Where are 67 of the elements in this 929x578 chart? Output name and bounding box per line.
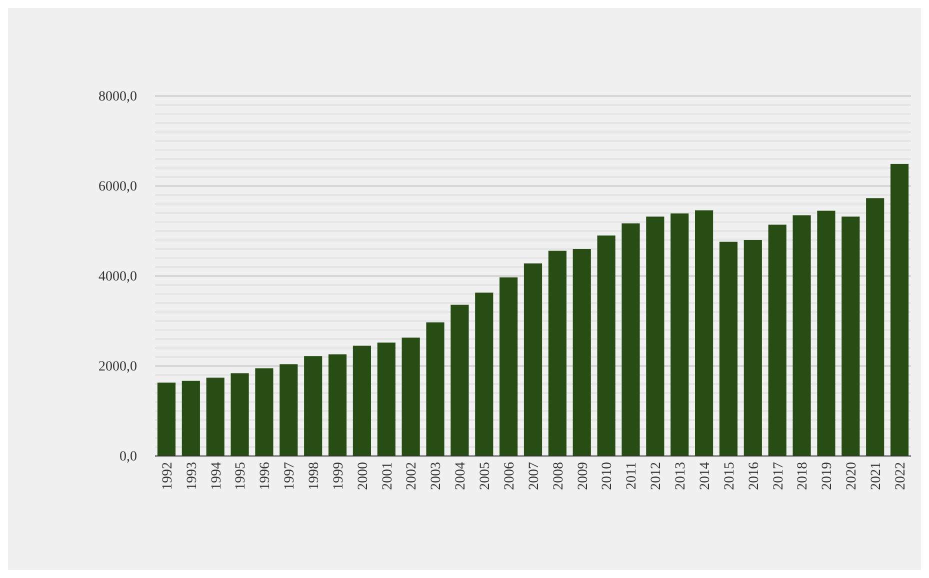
bar bbox=[670, 213, 689, 456]
bar bbox=[572, 249, 591, 456]
bar bbox=[646, 216, 664, 456]
bar bbox=[377, 342, 396, 456]
bar bbox=[890, 164, 909, 456]
bar bbox=[304, 356, 322, 456]
x-tick-label: 2003 bbox=[429, 462, 444, 490]
bar bbox=[328, 354, 347, 456]
y-tick-label: 8000,0 bbox=[98, 89, 137, 104]
x-tick-label: 2005 bbox=[478, 462, 494, 490]
y-tick-label: 4000,0 bbox=[98, 269, 137, 284]
bar bbox=[402, 338, 420, 456]
bar bbox=[230, 373, 249, 456]
bar bbox=[450, 304, 469, 456]
bar bbox=[426, 322, 444, 456]
x-tick-label: 2004 bbox=[454, 462, 469, 490]
bar bbox=[744, 240, 762, 456]
bar bbox=[768, 224, 786, 456]
bar bbox=[280, 364, 298, 456]
bar bbox=[597, 236, 616, 456]
bar bbox=[352, 346, 371, 456]
bar bbox=[524, 263, 542, 456]
x-tick-label: 2011 bbox=[624, 462, 640, 490]
x-tick-label: 2018 bbox=[796, 462, 811, 490]
bar bbox=[817, 210, 836, 456]
x-tick-label: 2020 bbox=[844, 462, 860, 490]
bar bbox=[255, 368, 274, 456]
x-tick-label: 1997 bbox=[282, 462, 298, 490]
bar bbox=[866, 198, 884, 456]
x-tick-label: 1995 bbox=[234, 462, 249, 490]
x-tick-label: 2010 bbox=[600, 462, 616, 490]
y-tick-label: 2000,0 bbox=[98, 359, 137, 374]
x-tick-label: 2015 bbox=[722, 462, 738, 490]
x-tick-label: 2002 bbox=[404, 462, 420, 490]
x-tick-label: 1994 bbox=[209, 462, 224, 490]
x-tick-label: 2008 bbox=[551, 462, 566, 490]
x-tick-label: 1998 bbox=[306, 462, 322, 490]
bar bbox=[842, 216, 860, 456]
x-tick-label: 2019 bbox=[820, 462, 836, 490]
x-tick-label: 2022 bbox=[893, 462, 908, 490]
x-tick-label: 2013 bbox=[674, 462, 689, 490]
x-tick-label: 1993 bbox=[184, 462, 200, 490]
bar bbox=[548, 250, 566, 456]
x-tick-label: 2021 bbox=[868, 462, 884, 490]
bar bbox=[695, 210, 714, 456]
x-tick-label: 2017 bbox=[771, 462, 786, 490]
x-tick-label: 1992 bbox=[160, 462, 176, 490]
y-tick-label: 0,0 bbox=[120, 449, 137, 464]
bar bbox=[792, 215, 811, 456]
x-tick-label: 2012 bbox=[649, 462, 664, 490]
x-tick-label: 1999 bbox=[331, 462, 346, 490]
y-tick-label: 6000,0 bbox=[98, 179, 137, 194]
bar bbox=[500, 277, 518, 456]
x-tick-label: 1996 bbox=[258, 462, 274, 490]
bar bbox=[475, 292, 494, 456]
x-tick-label: 2006 bbox=[502, 462, 518, 490]
x-tick-label: 2000 bbox=[356, 462, 371, 490]
bar bbox=[719, 242, 738, 456]
x-tick-label: 2016 bbox=[746, 462, 762, 490]
bar bbox=[157, 382, 176, 456]
x-tick-label: 2014 bbox=[698, 462, 713, 490]
x-tick-label: 2007 bbox=[526, 462, 542, 490]
x-tick-label: 2001 bbox=[380, 462, 396, 490]
bar bbox=[206, 378, 224, 456]
x-tick-label: 2009 bbox=[576, 462, 591, 490]
bar bbox=[182, 380, 200, 456]
bar bbox=[622, 223, 640, 456]
